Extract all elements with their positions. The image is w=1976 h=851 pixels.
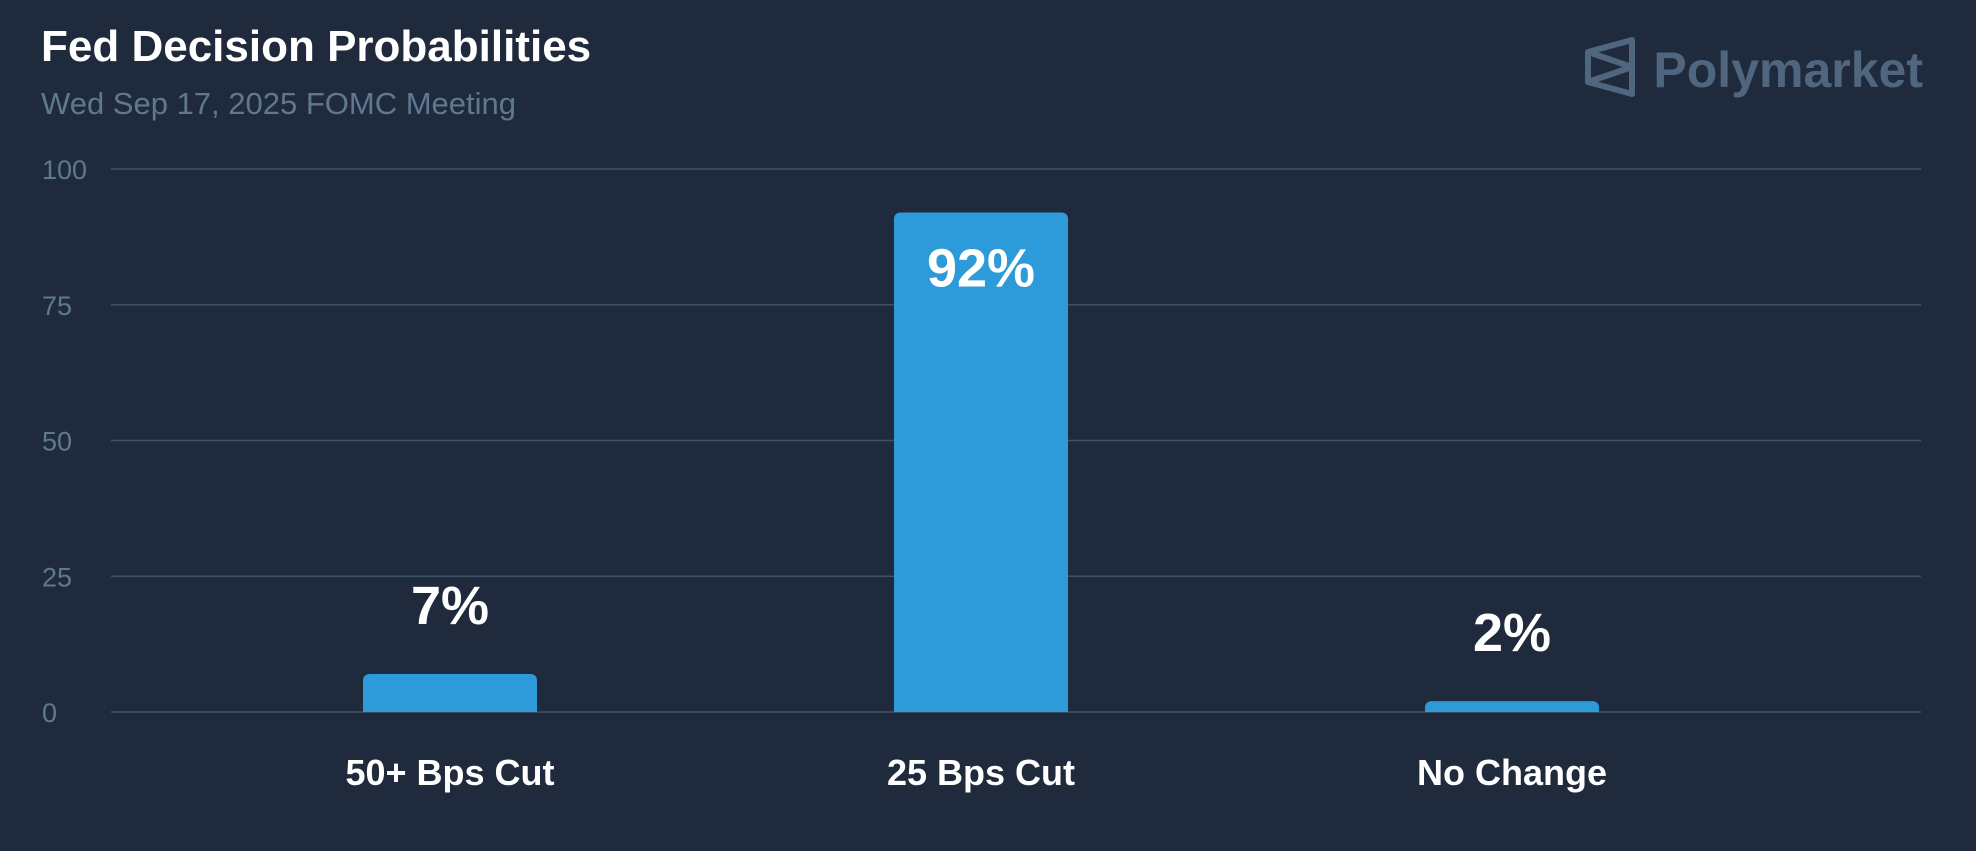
bar [1425, 701, 1599, 712]
bar [894, 212, 1068, 712]
brand-logo: Polymarket [1583, 36, 1923, 103]
x-axis-labels: 50+ Bps Cut 25 Bps Cut No Change [345, 752, 1607, 793]
y-tick-label: 100 [42, 155, 87, 185]
data-labels: 7% 92% 2% [411, 238, 1551, 663]
y-tick-label: 25 [42, 562, 72, 592]
data-label: 92% [927, 238, 1035, 298]
y-axis-ticks: 0 25 50 75 100 [42, 155, 87, 728]
brand-name: Polymarket [1653, 41, 1923, 98]
polymarket-logo-icon [1583, 36, 1637, 103]
bars [363, 212, 1599, 712]
x-tick-label: 25 Bps Cut [887, 752, 1075, 793]
y-tick-label: 75 [42, 291, 72, 321]
x-tick-label: 50+ Bps Cut [345, 752, 554, 793]
bar [363, 673, 537, 712]
y-tick-label: 0 [42, 698, 57, 728]
x-tick-label: No Change [1417, 752, 1607, 793]
y-tick-label: 50 [42, 427, 72, 457]
chart-title: Fed Decision Probabilities [41, 22, 592, 71]
data-label: 7% [411, 576, 489, 636]
chart-subtitle: Wed Sep 17, 2025 FOMC Meeting [41, 86, 517, 121]
data-label: 2% [1473, 603, 1551, 663]
